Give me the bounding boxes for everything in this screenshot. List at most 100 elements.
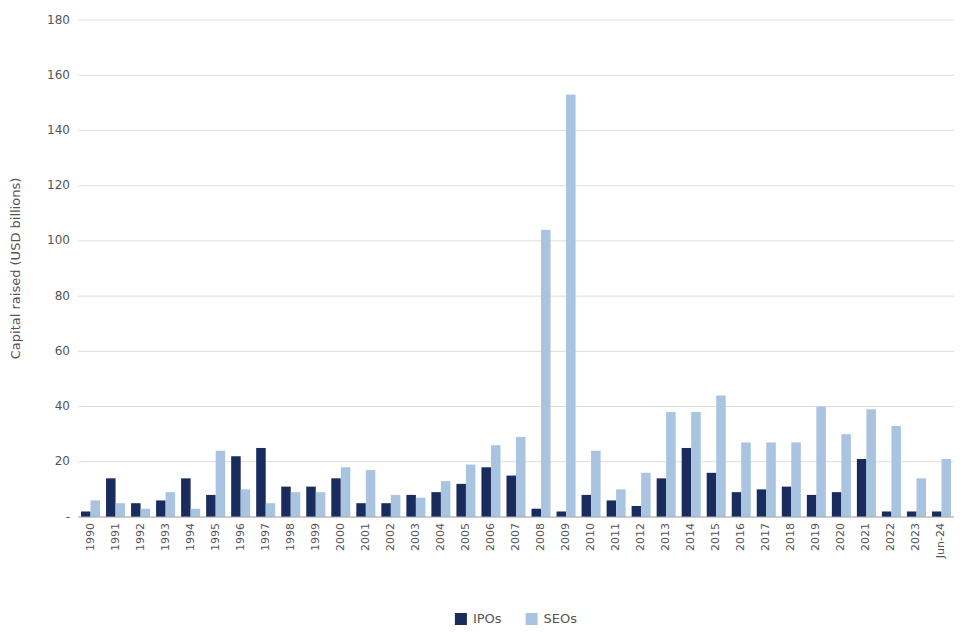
x-tick-label: 2017	[759, 523, 772, 551]
x-tick-label: 2012	[634, 523, 647, 551]
bar	[191, 509, 201, 517]
bar	[616, 489, 626, 517]
bar	[316, 492, 326, 517]
x-tick-label: 2022	[884, 523, 897, 551]
grid-line	[78, 185, 954, 186]
x-tick-label: 2001	[359, 523, 372, 551]
y-tick-label: 20	[55, 454, 70, 468]
bar	[131, 503, 141, 517]
x-tick-label: 2011	[609, 523, 622, 551]
y-tick-label: 60	[55, 344, 70, 358]
legend: IPOs SEOs	[455, 611, 577, 626]
x-tick-label: 2021	[859, 523, 872, 551]
bar	[366, 470, 376, 517]
x-tick-label: 2009	[559, 523, 572, 551]
bar	[466, 465, 476, 517]
bars	[81, 95, 951, 517]
legend-label: SEOs	[544, 611, 578, 626]
bar	[391, 495, 401, 517]
legend-item: IPOs	[455, 611, 502, 626]
bar	[266, 503, 276, 517]
bar	[941, 459, 951, 517]
grid-line	[78, 75, 954, 76]
bar	[291, 492, 301, 517]
x-tick-label: 1998	[284, 523, 297, 551]
x-tick-label: 2005	[459, 523, 472, 551]
y-tick-label: 180	[47, 13, 70, 27]
bar	[832, 492, 842, 517]
x-tick-label: 2023	[909, 523, 922, 551]
x-tick-label: 2015	[709, 523, 722, 551]
bar	[857, 459, 867, 517]
bar	[241, 489, 251, 517]
bar	[557, 511, 567, 517]
legend-item: SEOs	[526, 611, 578, 626]
x-tick-label: 2006	[484, 523, 497, 551]
x-tick-label: 2013	[659, 523, 672, 551]
x-tick-label: 1992	[134, 523, 147, 551]
bar	[707, 473, 717, 517]
bar	[181, 478, 191, 517]
grid-line	[78, 240, 954, 241]
bar	[732, 492, 742, 517]
x-tick-label: 1991	[109, 523, 122, 551]
chart: -20406080100120140160180Capital raised (…	[0, 0, 974, 635]
x-tick-label: 2019	[809, 523, 822, 551]
bar	[716, 396, 726, 517]
x-axis-line	[78, 517, 954, 518]
x-tick-label: 1997	[259, 523, 272, 551]
bar	[657, 478, 667, 517]
grid-line	[78, 20, 954, 21]
y-axis-label: Capital raised (USD billions)	[8, 178, 23, 360]
bar	[106, 478, 116, 517]
x-tick-label: 2002	[384, 523, 397, 551]
y-tick-label: 120	[47, 178, 70, 192]
y-tick-label: 40	[55, 399, 70, 413]
bar	[782, 487, 792, 517]
bar	[932, 511, 942, 517]
bar	[256, 448, 266, 517]
bar	[356, 503, 366, 517]
y-tick-label: 160	[47, 68, 70, 82]
y-tick-label: 100	[47, 233, 70, 247]
y-tick-label: 140	[47, 123, 70, 137]
bar	[532, 509, 542, 517]
bar	[381, 503, 391, 517]
bar	[281, 487, 291, 517]
grid-line	[78, 351, 954, 352]
bar	[516, 437, 526, 517]
bar	[666, 412, 676, 517]
bar	[141, 509, 151, 517]
bar	[441, 481, 451, 517]
grid-line	[78, 130, 954, 131]
bar	[91, 500, 101, 517]
x-tick-label: 1990	[84, 523, 97, 551]
x-tick-label: 2020	[834, 523, 847, 551]
y-axis: -20406080100120140160180	[47, 13, 70, 524]
bar	[791, 442, 801, 517]
bar	[757, 489, 767, 517]
bar	[866, 409, 876, 517]
bar	[416, 498, 426, 517]
x-tick-label: 2008	[534, 523, 547, 551]
bar	[816, 407, 826, 517]
grid	[78, 20, 954, 517]
bar	[841, 434, 851, 517]
bar	[582, 495, 592, 517]
x-tick-label: 2018	[784, 523, 797, 551]
x-tick-label: 1995	[209, 523, 222, 551]
bar	[916, 478, 926, 517]
bar	[506, 476, 516, 517]
bar	[691, 412, 701, 517]
bar	[566, 95, 576, 517]
x-axis: 1990199119921993199419951996199719981999…	[84, 523, 948, 559]
bar	[882, 511, 892, 517]
x-tick-label: 1993	[159, 523, 172, 551]
bar	[231, 456, 241, 517]
x-tick-label: 2010	[584, 523, 597, 551]
bar	[891, 426, 901, 517]
x-tick-label: 2007	[509, 523, 522, 551]
bar	[206, 495, 216, 517]
bar	[306, 487, 316, 517]
x-tick-label: 2004	[434, 523, 447, 551]
